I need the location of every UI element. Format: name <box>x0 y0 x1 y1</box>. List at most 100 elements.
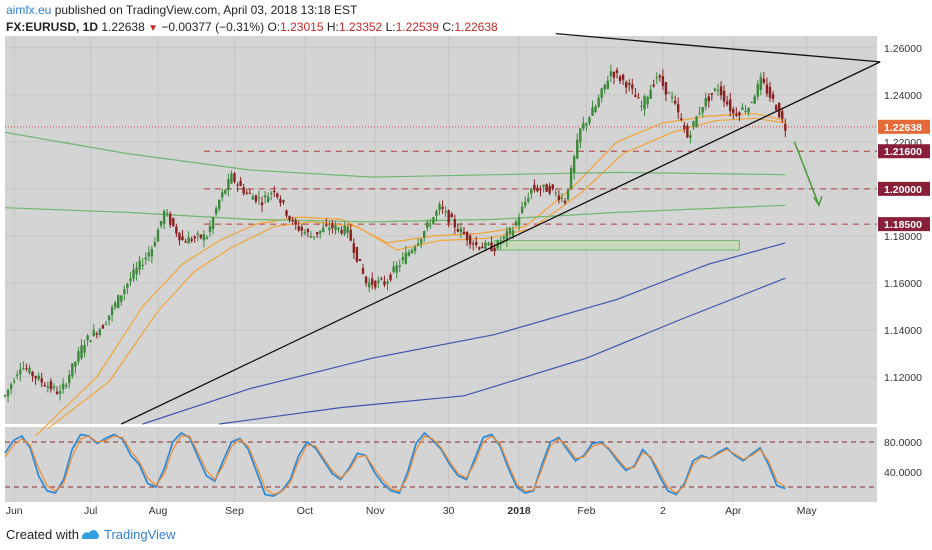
price-tick-label: 1.14000 <box>884 325 922 337</box>
candle-body-111 <box>343 225 346 235</box>
candle-body-46 <box>144 257 147 260</box>
stoch-line-d <box>4 435 786 496</box>
price-axis-bg <box>877 36 932 502</box>
candle-body-197 <box>606 80 610 89</box>
candle-body-158 <box>487 243 490 245</box>
symbol-label[interactable]: FX:EURUSD, 1D <box>6 20 99 34</box>
candle-body-214 <box>658 75 662 78</box>
publisher-link[interactable]: aimfx.eu <box>6 3 52 17</box>
candle-body-207 <box>637 97 640 99</box>
candle-body-183 <box>563 200 567 203</box>
candle-body-69 <box>214 208 218 214</box>
candle-body-157 <box>484 242 487 249</box>
candle-body-99 <box>306 229 310 233</box>
candle-body-103 <box>318 230 322 234</box>
candle-body-219 <box>673 100 677 104</box>
candle-body-123 <box>380 278 383 280</box>
candle-body-232 <box>713 88 717 91</box>
candle-body-116 <box>358 258 362 261</box>
candle-body-56 <box>175 226 178 234</box>
candle-body-42 <box>132 269 135 279</box>
candle-body-201 <box>618 76 622 81</box>
candle-body-191 <box>588 117 591 124</box>
candle-body-125 <box>386 281 389 284</box>
candle-body-154 <box>475 242 478 246</box>
candle-body-186 <box>572 156 576 173</box>
candle-body-51 <box>159 221 163 226</box>
candle-body-140 <box>432 217 435 225</box>
candle-body-163 <box>502 236 505 239</box>
time-tick-label: Nov <box>366 505 385 517</box>
candle-body-72 <box>224 189 227 194</box>
chart-header: aimfx.eu published on TradingView.com, A… <box>6 2 926 37</box>
candle-body-81 <box>251 196 255 200</box>
candle-body-176 <box>542 184 545 187</box>
down-arrow-icon: ▼ <box>148 23 158 34</box>
time-tick-label: Sep <box>225 505 244 517</box>
candles <box>3 64 787 403</box>
candle-body-92 <box>285 210 288 216</box>
candle-body-118 <box>364 276 368 284</box>
candle-body-119 <box>367 282 371 288</box>
candle-body-242 <box>744 110 747 112</box>
candle-body-7 <box>25 368 28 370</box>
arrow-shaft <box>793 141 820 206</box>
time-tick-label: Jul <box>84 505 97 517</box>
level-lines <box>5 126 877 225</box>
candle-body-108 <box>334 225 337 231</box>
tradingview-brand[interactable]: TradingView <box>104 527 176 542</box>
candle-body-95 <box>294 220 297 225</box>
arrow-head <box>813 196 823 208</box>
candle-body-218 <box>670 96 674 98</box>
candle-body-169 <box>520 206 524 213</box>
candle-body-199 <box>612 71 616 78</box>
candle-body-174 <box>536 187 539 192</box>
candle-body-192 <box>591 107 594 116</box>
candle-body-240 <box>738 112 741 116</box>
footer: Created with TradingView <box>0 517 932 550</box>
candle-body-1 <box>6 389 10 397</box>
candle-body-4 <box>16 374 19 376</box>
candle-body-172 <box>530 188 533 194</box>
candle-body-48 <box>150 248 154 257</box>
support-zone <box>494 240 740 251</box>
candle-body-244 <box>750 102 753 104</box>
candle-body-222 <box>683 125 686 129</box>
candle-body-185 <box>569 168 573 189</box>
candle-body-135 <box>416 243 420 246</box>
high-value: 1.23352 <box>338 20 383 34</box>
candle-body-184 <box>566 189 570 200</box>
candle-body-204 <box>628 83 631 85</box>
time-tick-label: 2018 <box>507 505 531 517</box>
candle-body-208 <box>640 105 643 107</box>
candle-body-109 <box>337 227 340 230</box>
candle-body-49 <box>153 242 157 247</box>
candle-body-40 <box>126 283 129 288</box>
candle-body-195 <box>600 88 603 99</box>
stoch-line-k <box>4 431 786 497</box>
candle-body-170 <box>524 202 527 206</box>
candle-body-164 <box>505 231 509 241</box>
candle-body-29 <box>92 330 95 336</box>
candle-body-63 <box>196 233 199 235</box>
candle-body-64 <box>199 234 203 238</box>
moving-average-4 <box>142 242 786 425</box>
candle-body-20 <box>65 384 68 387</box>
candle-body-77 <box>239 180 242 186</box>
candle-body-243 <box>747 108 750 113</box>
trendline-0 <box>121 61 881 425</box>
candle-body-132 <box>407 252 411 256</box>
candle-body-86 <box>266 196 270 203</box>
candle-body-148 <box>456 229 460 232</box>
close-value: 1.22638 <box>454 20 498 34</box>
trendline-1 <box>555 33 881 63</box>
candle-body-250 <box>768 86 772 98</box>
candle-body-55 <box>172 218 175 226</box>
candle-body-14 <box>46 386 50 388</box>
stoch-pane-bg <box>5 427 877 502</box>
candle-body-9 <box>31 371 34 377</box>
stoch-tick-label: 80.0000 <box>884 437 922 449</box>
time-tick-label: 30 <box>443 505 455 517</box>
price-tag-bg-3 <box>878 217 930 232</box>
tradingview-logo-icon[interactable] <box>80 527 100 544</box>
